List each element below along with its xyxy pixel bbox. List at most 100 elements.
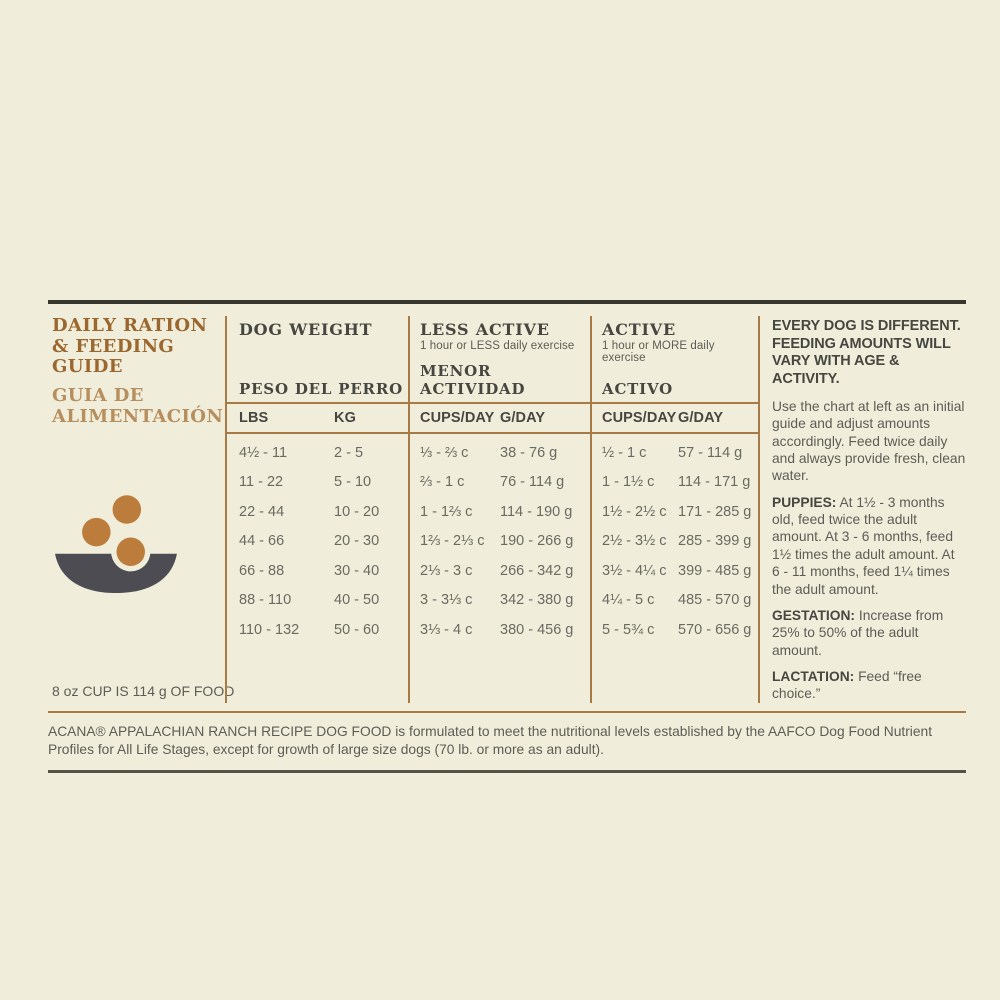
dog-weight-title-en: DOG WEIGHT [239,320,373,339]
table-cell-less_g: 266 - 342 g [500,562,574,579]
table-cell-active_cups: 1 - 1½ c [602,474,655,491]
column-header-g-day: G/DAY [678,410,724,426]
less-active-header: LESS ACTIVE 1 hour or LESS daily exercis… [410,316,590,402]
active-title-es: ACTIVO [602,380,673,398]
table-row: 110 - 132 50 - 60 [227,615,408,645]
table-cell-less_g: 380 - 456 g [500,621,574,638]
gestation-text: Increase from 25% to 50% of the adult am… [772,607,944,658]
active-rows: ½ - 1 c 57 - 114 g 1 - 1½ c 114 - 171 g 1½ -… [592,434,758,645]
table-cell-active_g: 399 - 485 g [678,562,752,579]
aafco-statement: ACANA® APPALACHIAN RANCH RECIPE DOG FOOD… [48,723,933,758]
table-cell-active_g: 285 - 399 g [678,533,752,550]
guide-title-english: DAILY RATION & FEEDING GUIDE [52,315,208,378]
notes-intro: Use the chart at left as an initial guid… [772,398,966,484]
notes-heading: EVERY DOG IS DIFFERENT. FEEDING AMOUNTS … [772,318,961,388]
cup-measure-note: 8 oz CUP IS 114 g OF FOOD [52,682,235,699]
notes-gestation: GESTATION: Increase from 25% to 50% of t… [772,607,966,659]
dog-food-bowl-icon [52,481,211,601]
table-cell-less_cups: 3 - 3⅓ c [420,592,473,609]
table-row: ⅔ - 1 c 76 - 114 g [410,468,590,498]
notes-panel: EVERY DOG IS DIFFERENT. FEEDING AMOUNTS … [758,316,966,703]
feeding-guide-table: DAILY RATION & FEEDING GUIDE GUIA DE ALI… [48,304,966,709]
table-row: 2⅓ - 3 c 266 - 342 g [410,556,590,586]
less-active-rows: ⅓ - ⅔ c 38 - 76 g ⅔ - 1 c 76 - 114 g 1 - 1⅔ … [410,434,590,645]
table-row: 1 - 1½ c 114 - 171 g [592,468,758,498]
active-subheader: CUPS/DAY G/DAY [592,402,758,434]
table-row: 88 - 110 40 - 50 [227,586,408,616]
table-row: ⅓ - ⅔ c 38 - 76 g [410,438,590,468]
column-active: ACTIVE 1 hour or MORE daily exercise ACT… [590,316,758,703]
table-cell-less_g: 76 - 114 g [500,474,565,491]
table-cell-kg: 5 - 10 [334,474,372,491]
bottom-divider [48,770,966,773]
table-cell-lbs: 22 - 44 [239,503,285,520]
less-active-subtitle: 1 hour or LESS daily exercise [420,340,575,352]
table-row: ½ - 1 c 57 - 114 g [592,438,758,468]
table-cell-lbs: 88 - 110 [239,592,292,609]
column-header-cups-day: CUPS/DAY [420,410,495,426]
column-header-g-day: G/DAY [500,410,546,426]
table-cell-less_cups: 3⅓ - 4 c [420,621,473,638]
table-cell-less_cups: 1⅔ - 2⅓ c [420,533,485,550]
guide-title-spanish: GUIA DE ALIMENTACIÓN [52,385,224,427]
table-cell-active_g: 485 - 570 g [678,592,752,609]
dog-weight-title-es: PESO DEL PERRO [239,380,403,398]
table-cell-kg: 40 - 50 [334,592,380,609]
dog-weight-header: DOG WEIGHT PESO DEL PERRO [227,316,408,402]
table-cell-active_g: 171 - 285 g [678,503,752,520]
table-row: 4½ - 11 2 - 5 [227,438,408,468]
table-cell-less_cups: 2⅓ - 3 c [420,562,473,579]
less-active-title-en: LESS ACTIVE [420,320,550,339]
column-header-cups-day: CUPS/DAY [602,410,677,426]
column-header-lbs: LBS [239,410,269,426]
less-active-subheader: CUPS/DAY G/DAY [410,402,590,434]
column-header-kg: KG [334,410,356,426]
active-title-en: ACTIVE [602,320,676,339]
table-cell-active_g: 570 - 656 g [678,621,752,638]
table-cell-lbs: 11 - 22 [239,474,284,491]
table-cell-active_cups: 2½ - 3½ c [602,533,667,550]
table-row: 3 - 3⅓ c 342 - 380 g [410,586,590,616]
table-cell-lbs: 110 - 132 [239,621,300,638]
lactation-text: Feed “free choice.” [772,669,922,702]
dog-weight-subheader: LBS KG [227,402,408,434]
table-cell-less_g: 38 - 76 g [500,444,558,461]
puppies-text: At 1½ - 3 months old, feed twice the adu… [772,494,955,597]
table-cell-lbs: 44 - 66 [239,533,285,550]
table-cell-active_g: 114 - 171 g [678,474,751,491]
table-row: 22 - 44 10 - 20 [227,497,408,527]
table-row: 44 - 66 20 - 30 [227,527,408,557]
table-cell-less_g: 114 - 190 g [500,503,573,520]
table-cell-less_cups: 1 - 1⅔ c [420,503,473,520]
label-content: DAILY RATION & FEEDING GUIDE GUIA DE ALI… [48,300,966,773]
table-cell-less_cups: ⅔ - 1 c [420,474,465,491]
table-cell-kg: 50 - 60 [334,621,380,638]
active-header: ACTIVE 1 hour or MORE daily exercise ACT… [592,316,758,402]
left-panel: DAILY RATION & FEEDING GUIDE GUIA DE ALI… [48,315,235,703]
table-row: 4¼ - 5 c 485 - 570 g [592,586,758,616]
table-cell-kg: 30 - 40 [334,562,380,579]
table-cell-less_cups: ⅓ - ⅔ c [420,444,469,461]
notes-lactation: LACTATION: Feed “free choice.” [772,668,966,703]
lactation-label: LACTATION: [772,669,855,684]
top-divider [48,300,966,304]
table-cell-lbs: 4½ - 11 [239,444,288,461]
table-cell-active_cups: ½ - 1 c [602,444,647,461]
table-cell-active_g: 57 - 114 g [678,444,743,461]
column-dog-weight: DOG WEIGHT PESO DEL PERRO LBS KG 4½ - 11… [225,316,408,703]
table-row: 11 - 22 5 - 10 [227,468,408,498]
table-cell-active_cups: 5 - 5¾ c [602,621,655,638]
table-bottom-divider [48,710,966,713]
table-cell-kg: 2 - 5 [334,444,364,461]
table-row: 5 - 5¾ c 570 - 656 g [592,615,758,645]
table-cell-active_cups: 1½ - 2½ c [602,503,667,520]
table-row: 66 - 88 30 - 40 [227,556,408,586]
less-active-title-es: MENOR ACTIVIDAD [420,362,526,398]
gestation-label: GESTATION: [772,607,856,623]
table-cell-kg: 20 - 30 [334,533,380,550]
table-cell-less_g: 190 - 266 g [500,533,574,550]
dog-weight-rows: 4½ - 11 2 - 5 11 - 22 5 - 10 22 - 44 10 - 20 4… [227,434,408,645]
table-row: 3⅓ - 4 c 380 - 456 g [410,615,590,645]
table-row: 1½ - 2½ c 171 - 285 g [592,497,758,527]
